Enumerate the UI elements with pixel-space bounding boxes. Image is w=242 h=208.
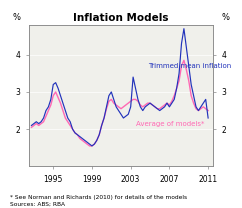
Text: Trimmed mean inflation: Trimmed mean inflation [148,63,231,69]
Text: Average of models*: Average of models* [136,121,204,127]
Text: * See Norman and Richards (2010) for details of the models
Sources: ABS; RBA: * See Norman and Richards (2010) for det… [10,195,187,207]
Text: %: % [222,13,230,22]
Title: Inflation Models: Inflation Models [73,13,169,23]
Text: %: % [12,13,20,22]
